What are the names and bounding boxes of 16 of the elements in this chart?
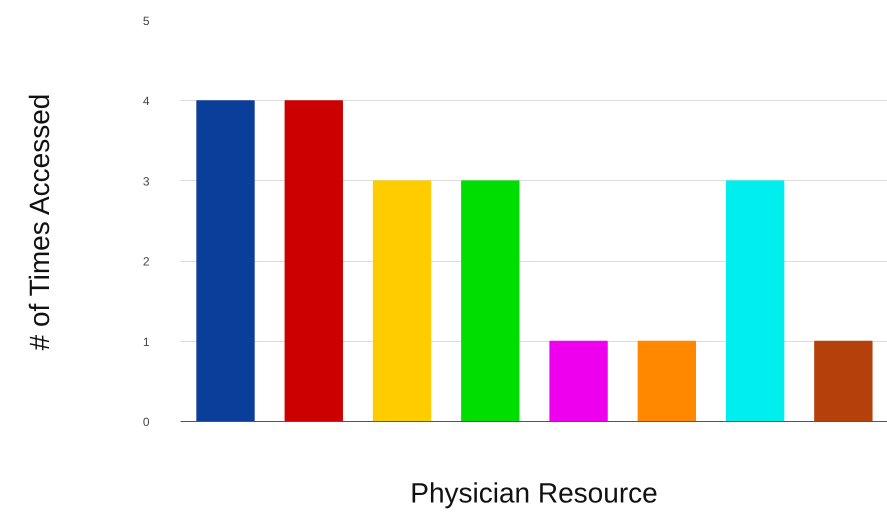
y-tick-label: 4	[142, 94, 150, 108]
bar	[814, 340, 873, 422]
bar	[549, 340, 608, 422]
y-tick-label: 2	[142, 254, 150, 269]
y-tick-label: 0	[142, 415, 150, 429]
y-tick-label: 3	[142, 174, 150, 188]
x-axis-title: Physician Resource	[410, 478, 658, 508]
bar	[638, 340, 696, 422]
bar	[284, 100, 343, 422]
y-tick-label: 5	[142, 14, 150, 28]
bar	[196, 100, 255, 422]
y-axis-title: # of Times Accessed	[24, 94, 55, 350]
bar	[726, 180, 784, 422]
y-tick-label: 1	[142, 334, 150, 349]
bar	[461, 180, 520, 422]
bar	[372, 180, 432, 422]
